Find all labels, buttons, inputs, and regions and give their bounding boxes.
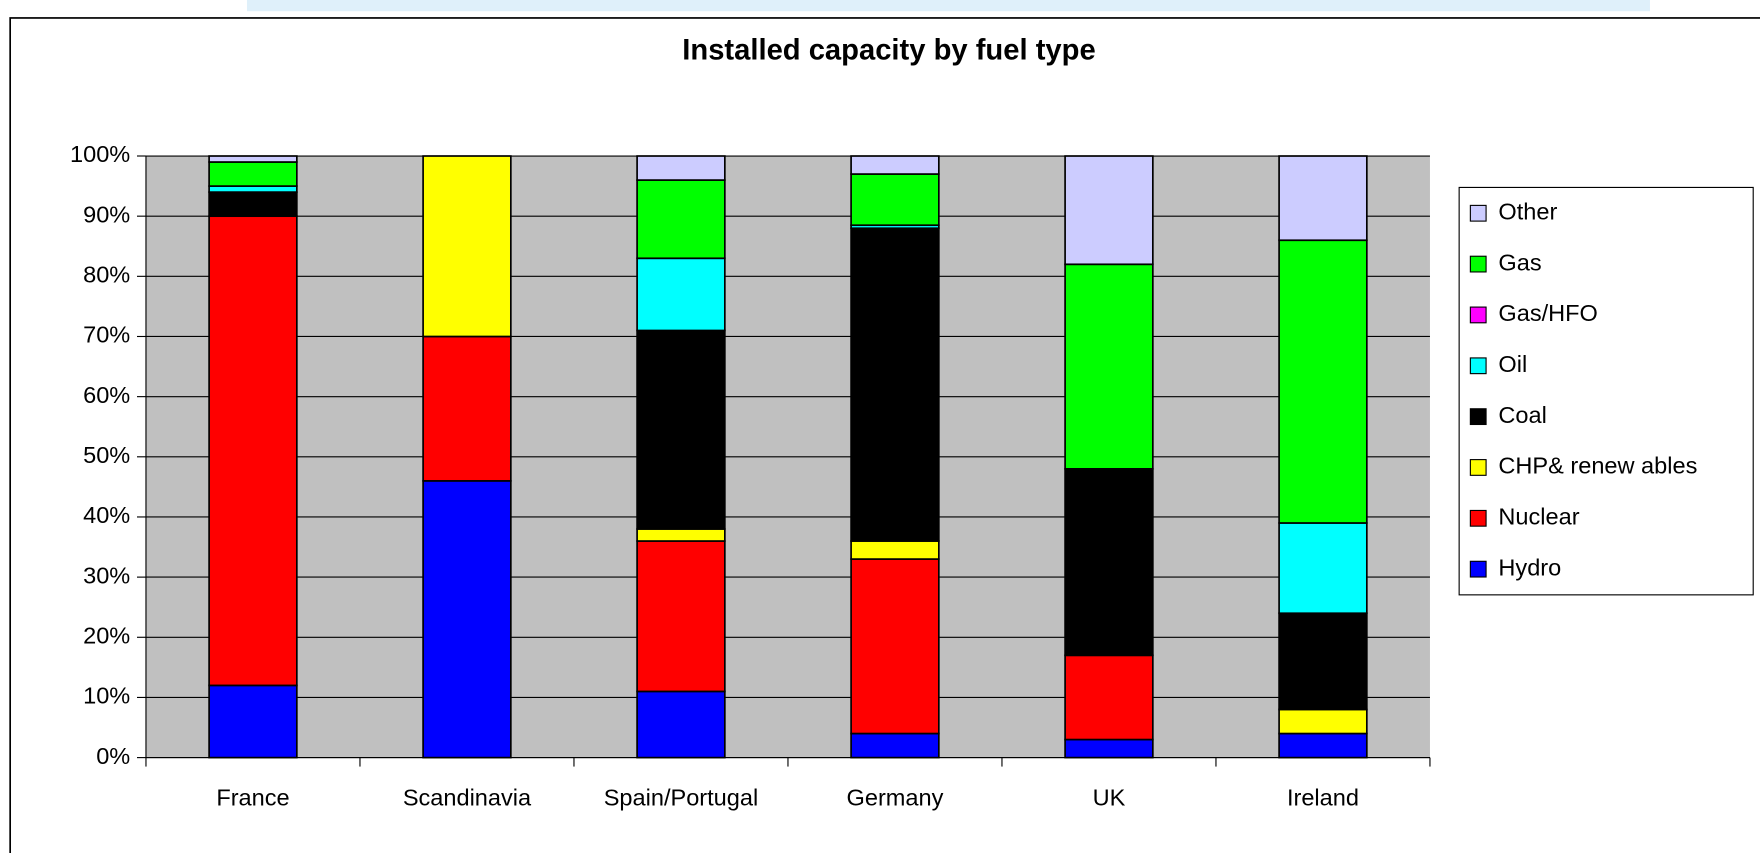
- bar-segment: [636, 179, 726, 260]
- bar-segment: [1064, 467, 1154, 657]
- bar-segment: [208, 191, 298, 218]
- bar-segment: [850, 173, 940, 227]
- legend-swatch: [1469, 255, 1487, 273]
- legend-label: Coal: [1498, 402, 1546, 428]
- bar-segment: [1278, 708, 1368, 735]
- legend-swatch: [1469, 357, 1487, 375]
- bar-segment: [1064, 155, 1154, 266]
- bar-segment: [422, 480, 512, 759]
- y-tick-label: 20%: [83, 622, 130, 648]
- chart-title: Installed capacity by fuel type: [682, 34, 1095, 66]
- bar-segment: [422, 335, 512, 482]
- legend: [1458, 186, 1754, 596]
- x-tick-label: UK: [1093, 784, 1126, 810]
- y-tick-label: 10%: [83, 683, 130, 709]
- bar-segment: [1278, 522, 1368, 615]
- bar-segment: [1278, 612, 1368, 711]
- legend-label: CHP& renew ables: [1498, 453, 1697, 479]
- y-tick-label: 50%: [83, 442, 130, 468]
- y-tick-label: 60%: [83, 382, 130, 408]
- top-band: [246, 0, 1650, 12]
- y-tick-label: 90%: [83, 201, 130, 227]
- bar-segment: [208, 161, 298, 187]
- y-tick-label: 30%: [83, 562, 130, 588]
- bar-segment: [850, 558, 940, 735]
- y-tick-label: 0%: [96, 743, 130, 769]
- legend-swatch: [1469, 204, 1487, 222]
- bar-segment: [636, 540, 726, 693]
- bar-segment: [636, 257, 726, 332]
- bar-segment: [1278, 155, 1368, 242]
- bar-segment: [636, 155, 726, 181]
- bar-segment: [422, 155, 512, 338]
- bar-segment: [208, 155, 298, 163]
- y-tick-label: 70%: [83, 322, 130, 348]
- x-tick-label: Ireland: [1287, 784, 1359, 810]
- legend-swatch: [1469, 306, 1487, 324]
- legend-swatch: [1469, 408, 1487, 426]
- x-tick-label: Spain/Portugal: [604, 784, 758, 810]
- legend-swatch: [1469, 560, 1487, 578]
- bar-segment: [1064, 654, 1154, 741]
- x-tick-label: France: [216, 784, 289, 810]
- legend-label: Oil: [1498, 351, 1527, 377]
- x-tick-label: Germany: [847, 784, 944, 810]
- y-tick-label: 40%: [83, 502, 130, 528]
- bar-segment: [1278, 239, 1368, 524]
- bar-segment: [850, 227, 940, 542]
- bar-segment: [1064, 263, 1154, 470]
- bar-segment: [208, 215, 298, 687]
- legend-label: Gas: [1498, 249, 1541, 275]
- y-tick-label: 100%: [70, 141, 130, 167]
- y-tick-label: 80%: [83, 262, 130, 288]
- bar-segment: [850, 732, 940, 759]
- legend-label: Other: [1498, 198, 1557, 224]
- bar-segment: [636, 528, 726, 542]
- bar-segment: [850, 155, 940, 175]
- bar-segment: [636, 329, 726, 530]
- bar-segment: [636, 690, 726, 759]
- legend-swatch: [1469, 459, 1487, 476]
- bar-segment: [850, 540, 940, 560]
- legend-label: Nuclear: [1498, 504, 1579, 530]
- bar-segment: [1064, 738, 1154, 759]
- x-tick-label: Scandinavia: [403, 784, 532, 810]
- legend-label: Hydro: [1498, 554, 1561, 580]
- bar-segment: [208, 185, 298, 193]
- bar-segment: [208, 684, 298, 759]
- bar-segment: [1278, 732, 1368, 759]
- legend-label: Gas/HFO: [1498, 300, 1597, 326]
- legend-swatch: [1469, 509, 1487, 527]
